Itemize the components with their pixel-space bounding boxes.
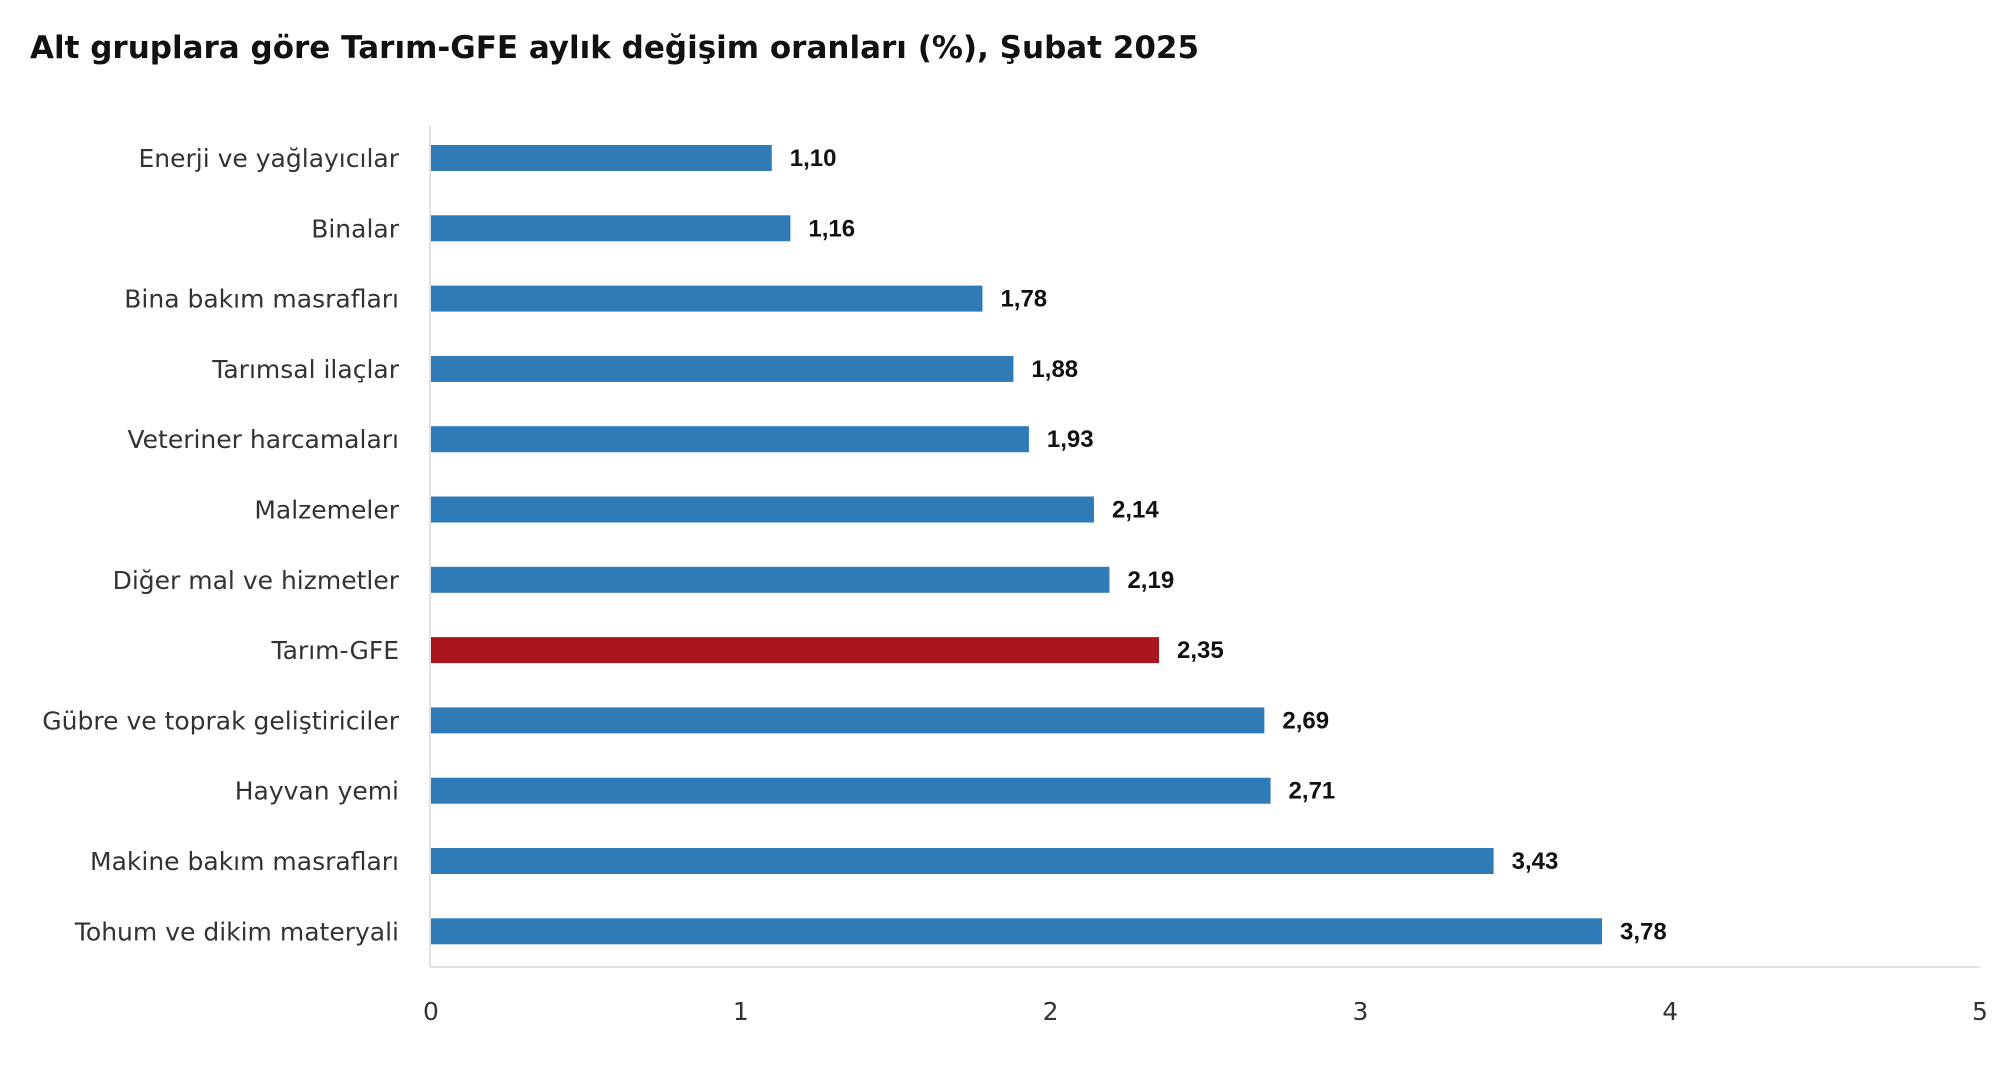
bar [431,566,1110,593]
x-tick-label: 5 [1972,997,1988,1026]
category-label: Veteriner harcamaları [127,425,399,454]
x-tick-label: 1 [733,997,749,1026]
value-label: 3,78 [1620,918,1667,945]
category-label: Gübre ve toprak geliştiriciler [42,706,399,735]
x-tick-label: 2 [1043,997,1059,1026]
value-label: 1,78 [1000,286,1047,313]
category-label: Malzemeler [254,496,399,525]
bar [431,215,791,242]
value-label: 3,43 [1512,848,1559,875]
value-label: 1,16 [808,215,855,242]
value-label: 1,93 [1047,426,1094,453]
bar [431,355,1014,382]
bar [431,918,1603,945]
bar-highlight [431,637,1160,664]
value-label: 1,88 [1031,356,1078,383]
bar [431,777,1271,804]
bar [431,848,1494,874]
category-label: Tarımsal ilaçlar [211,355,399,384]
value-label: 2,69 [1282,707,1329,734]
category-label: Binalar [311,214,400,243]
bar [431,496,1094,523]
value-label: 2,71 [1289,778,1336,805]
bar [431,426,1029,453]
category-label: Tarım-GFE [270,636,399,665]
x-tick-label: 0 [423,997,439,1026]
category-label: Hayvan yemi [235,777,399,806]
bar [431,145,772,171]
category-label: Makine bakım masrafları [90,847,399,876]
value-label: 2,14 [1112,497,1159,524]
category-label: Diğer mal ve hizmetler [113,566,400,595]
category-label: Enerji ve yağlayıcılar [139,144,400,173]
bars-group: Enerji ve yağlayıcılar 1,10 Binalar 1,16 Bin… [42,144,1666,946]
value-label: 2,19 [1127,567,1174,594]
bar [431,707,1265,734]
x-tick-label: 3 [1352,997,1368,1026]
category-label: Bina bakım masrafları [124,285,399,314]
category-label: Tohum ve dikim materyali [74,917,399,946]
x-tick-label: 4 [1662,997,1678,1026]
value-label: 2,35 [1177,637,1224,664]
chart-title: Alt gruplara göre Tarım-GFE aylık değişi… [30,30,1200,66]
bar [431,285,983,312]
value-label: 1,10 [790,145,837,172]
x-ticks-group: 0 1 2 3 4 5 [423,997,1988,1026]
